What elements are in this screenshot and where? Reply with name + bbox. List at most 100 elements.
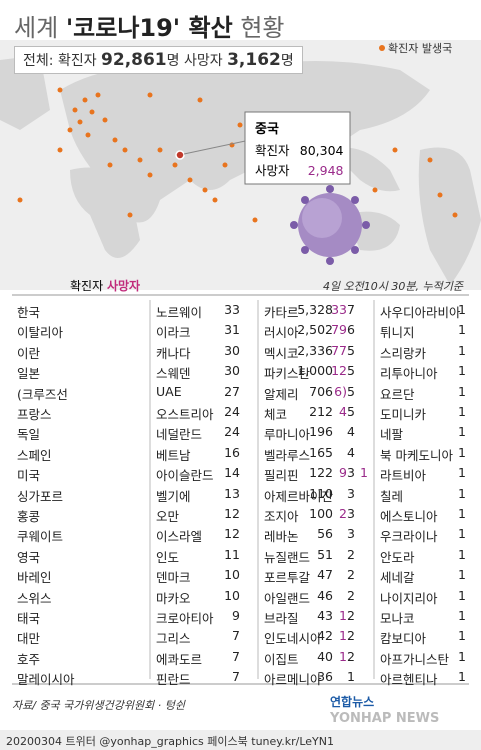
confirmed: 1 [458,383,466,399]
confirmed: 4 [347,424,355,440]
country: 미국 [17,468,41,484]
confirmed: 2,336 [297,342,333,358]
country: 조지아 [264,509,299,524]
country: 영국 [17,549,41,565]
confirmed: 212 [309,404,333,419]
confirmed: 13 [224,485,240,501]
confirmed: 30 [224,342,240,358]
country: 말레이시아 [17,672,75,688]
country: 세네갈 [380,570,415,586]
confirmed: 16 [224,444,240,460]
confirmed: 3 [347,526,355,542]
country: 체코 [264,407,288,422]
country: 그리스 [156,631,191,647]
deaths: 1 [339,608,347,623]
confirmed: 30 [224,363,240,379]
country: 아르메니아 [264,672,322,688]
country: 리투아니아 [380,366,438,382]
country: 프랑스 [17,407,52,422]
deaths: 9 [339,465,347,481]
country: 러시아 [264,325,299,341]
country: 안도라 [380,549,415,565]
confirmed: 1 [458,424,466,440]
case-dots [17,45,458,223]
country: 아제르바이잔 [264,488,334,504]
country: 인도 [156,549,180,565]
country: 아이슬란드 [156,468,214,484]
text: 전체: [23,53,54,69]
country: 태국 [17,611,41,626]
confirmed: 1 [458,628,466,644]
confirmed: 3 [347,506,355,521]
value: 2,948 [307,163,344,178]
title-main: '코로나19' 확산 [65,14,233,42]
country: 필리핀 [264,468,299,484]
confirmed: 5 [347,404,355,419]
country: 아르헨티나 [380,672,438,688]
text: 사망자 [255,163,290,178]
confirmed: 7 [347,302,355,317]
confirmed: 196 [309,424,333,440]
country: 네팔 [380,427,404,443]
confirmed: 10 [224,587,240,603]
title: 세계 '코로나19' 확산 현황 [14,8,284,43]
country: 네덜란드 [156,427,203,443]
confirmed: 110 [309,485,333,501]
total-box: 전체: 확진자 92,861명 사망자 3,162명 [14,46,303,74]
country: 크로아티아 [156,611,214,626]
confirmed: 2,502 [297,322,333,338]
country: 에콰도르 [156,651,203,667]
country: 레바논 [264,529,299,545]
country: 스웨덴 [156,366,191,382]
country: 이탈리아 [17,325,64,341]
country: 베트남 [156,447,191,463]
country: 핀란드 [156,672,191,688]
confirmed: 40 [317,648,333,664]
confirmed: 12 [224,506,240,521]
country: 칠레 [380,488,404,504]
country: 바레인 [17,570,52,586]
confirmed: 122 [309,465,333,481]
confirmed: 1 [458,465,466,481]
deaths: 2 [339,506,347,521]
country: 브라질 [264,611,299,626]
value: 80,304 [299,143,344,158]
deaths: 1 [360,465,368,481]
confirmed: 24 [224,424,240,440]
country: 대만 [17,631,41,647]
deaths: 79 [331,322,347,338]
footer-bar [0,730,481,750]
confirmed: 5 [347,342,355,358]
total-confirmed: 92,861 [101,50,167,70]
confirmed: 6 [347,322,355,338]
confirmed: 1 [458,444,466,460]
logo: 연합뉴스 [330,695,375,709]
country: 사우디아라비아 [380,305,461,320]
country: 튀니지 [380,325,415,341]
confirmed: 43 [317,608,333,623]
confirmed: 56 [317,526,333,542]
confirmed: 36 [317,669,333,685]
text: 사망자 [106,279,141,293]
country: 요르단 [380,386,415,402]
confirmed: 5 [347,363,355,379]
confirmed: 31 [224,322,240,338]
confirmed: 10 [224,567,240,583]
country: 카타르 [264,305,299,320]
country: 라트비아 [380,468,427,484]
country: 캐나다 [156,345,191,361]
confirmed: 706 [309,383,333,399]
confirmed: 3 [347,465,355,481]
country: 나이지리아 [380,590,438,606]
country: 모나코 [380,611,415,626]
text: 명 [280,53,294,69]
country: 뉴질랜드 [264,549,311,565]
confirmed: 2 [347,567,355,583]
confirmed: 1 [458,404,466,419]
deaths: 1 [339,648,347,664]
confirmed: 7 [232,628,240,644]
logo-en: YONHAP NEWS [330,711,440,726]
confirmed: 5,328 [297,302,333,317]
callout-country: 중국 [255,122,279,137]
